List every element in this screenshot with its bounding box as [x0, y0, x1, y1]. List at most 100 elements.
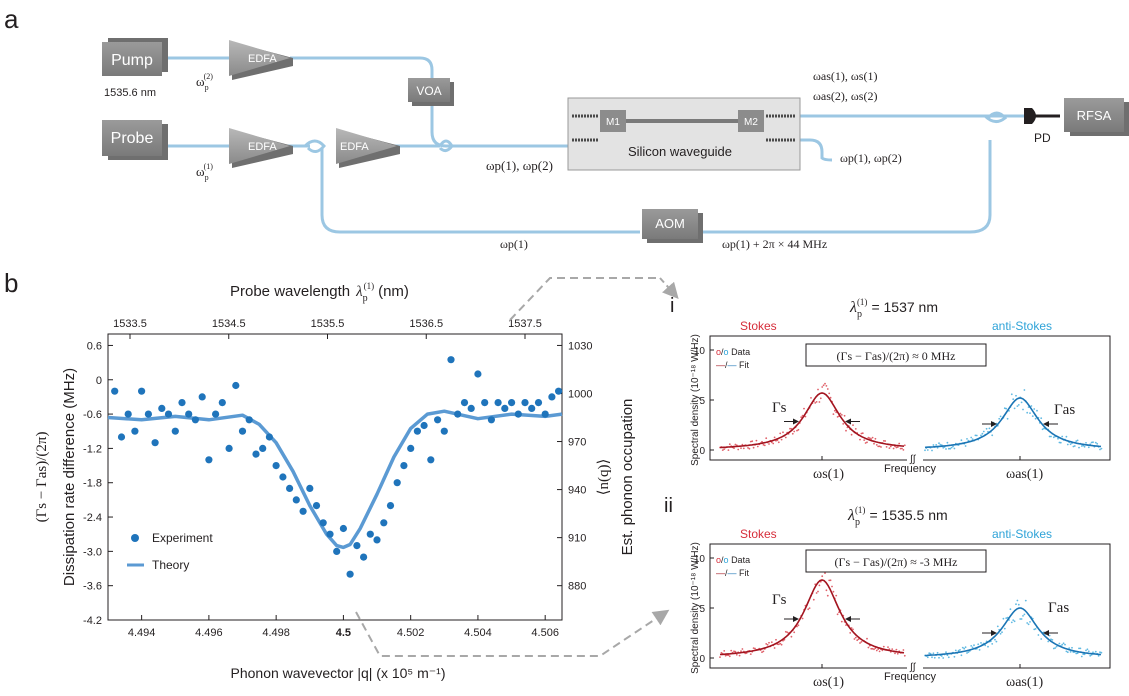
pump-source: Pump 1535.6 nm ωp(2): [102, 38, 213, 99]
antistokes-data-point: [966, 652, 968, 654]
experiment-point: [407, 444, 415, 452]
antistokes-data-point: [981, 432, 984, 435]
subpanel-ii-omega-as: ωas(1): [1006, 675, 1044, 690]
antistokes-data-point: [946, 654, 949, 657]
antistokes-data-point: [1079, 647, 1082, 650]
antistokes-data-point: [947, 447, 950, 450]
antistokes-data-point: [1092, 651, 1094, 654]
antistokes-data-point: [977, 643, 980, 646]
stokes-data-point: [728, 443, 731, 446]
stokes-data-point: [826, 594, 829, 597]
rfsa-label: RFSA: [1077, 108, 1112, 123]
antistokes-data-point: [1080, 445, 1083, 447]
experiment-point: [481, 399, 489, 407]
experiment-point: [548, 393, 556, 401]
stokes-data-point: [817, 388, 819, 391]
antistokes-data-point: [1096, 442, 1099, 445]
stokes-data-point: [888, 447, 891, 449]
aom-modulator: AOM: [642, 209, 703, 243]
antistokes-data-point: [971, 438, 974, 440]
stokes-data-point: [902, 649, 905, 651]
stokes-data-point: [762, 650, 765, 653]
stokes-data-point: [749, 653, 752, 655]
stokes-data-point: [777, 441, 780, 444]
edfa-amplifier-2: EDFA: [229, 128, 293, 168]
probe-label: Probe: [111, 130, 154, 147]
antistokes-data-point: [1085, 649, 1087, 652]
stokes-data-point: [772, 442, 775, 445]
stokes-data-point: [773, 436, 776, 439]
panel-a-label: a: [4, 4, 19, 34]
stokes-data-point: [840, 620, 843, 623]
subpanel-i-label: i: [670, 295, 674, 317]
subpanel-i: i λp(1) = 1537 nm Stokes anti-Stokes ∫∫ S…: [670, 295, 1111, 482]
antistokes-data-point: [1068, 647, 1071, 649]
stokes-data-point: [801, 617, 804, 620]
stokes-data-point: [740, 650, 742, 652]
main-plot-frame: [107, 333, 563, 621]
antistokes-data-point: [999, 632, 1002, 635]
stokes-data-point: [826, 388, 829, 390]
stokes-data-point: [836, 613, 839, 616]
stokes-data-point: [796, 429, 798, 432]
experiment-point: [238, 427, 247, 435]
stokes-data-point: [888, 648, 891, 650]
stokes-data-point: [829, 579, 832, 582]
antistokes-data-point: [1013, 407, 1016, 410]
stokes-data-point: [845, 624, 847, 626]
antistokes-data-point: [1009, 608, 1012, 611]
stokes-data-point: [864, 442, 867, 444]
subpanel-i-antistokes-label: anti-Stokes: [992, 319, 1052, 333]
antistokes-data-point: [1022, 408, 1024, 411]
experiment-point: [373, 536, 381, 544]
stokes-data-point: [852, 628, 854, 631]
right-tick-label: 910: [568, 533, 586, 545]
stokes-data-point: [819, 397, 822, 400]
experiment-point: [333, 547, 341, 556]
experiment-point: [400, 462, 408, 470]
antistokes-data-point: [1020, 618, 1023, 620]
antistokes-data-point: [946, 441, 949, 444]
stokes-data-point: [885, 446, 888, 448]
antistokes-data-point: [1066, 651, 1069, 654]
subpanel-i-omega-s: ωs(1): [813, 467, 844, 482]
antistokes-data-point: [1034, 628, 1037, 630]
subpanel-ii-break-mark: ∫∫: [909, 662, 917, 673]
stokes-data-point: [810, 397, 812, 399]
antistokes-data-point: [942, 657, 945, 659]
stokes-data-point: [903, 444, 906, 447]
zoom-connector-bottom: [355, 609, 670, 657]
bottom-tick-label: 4.506: [531, 627, 559, 639]
stokes-data-point: [832, 413, 835, 415]
legend-experiment-label: Experiment: [152, 531, 213, 545]
experiment-point: [534, 399, 543, 407]
reference-field-label: ωp(1): [500, 237, 528, 251]
stokes-data-point: [791, 432, 794, 435]
antistokes-data-point: [971, 646, 974, 649]
antistokes-data-point: [985, 427, 988, 430]
stokes-data-point: [853, 638, 856, 640]
antistokes-data-point: [1019, 618, 1022, 620]
edfa-1-label: EDFA: [248, 53, 277, 65]
antistokes-data-point: [936, 651, 939, 654]
stokes-data-point: [748, 447, 751, 450]
antistokes-data-point: [1094, 650, 1097, 653]
panel-b-label: b: [4, 268, 18, 298]
output-fields-line2: ωas(2), ωs(2): [813, 89, 877, 103]
experiment-point: [131, 427, 139, 435]
sub-y-tick-label: 5: [699, 396, 705, 407]
experiment-point: [279, 473, 287, 481]
stokes-data-point: [857, 638, 860, 641]
antistokes-data-point: [1017, 404, 1020, 406]
left-axis-ticks: 0.6 0 -0.6 -1.2 -1.8 -2.4 -3.0 -3.6 -4.2: [83, 340, 113, 627]
antistokes-data-point: [931, 656, 933, 659]
antistokes-data-point: [964, 445, 967, 447]
stokes-data-point: [784, 630, 787, 633]
stokes-data-point: [877, 648, 880, 650]
stokes-data-point: [829, 396, 832, 399]
stokes-data-point: [839, 412, 842, 415]
stokes-data-point: [878, 445, 881, 448]
subpanel-ii-legend-fit: —/— Fit: [716, 568, 750, 578]
stokes-data-point: [821, 386, 824, 388]
experiment-point: [212, 410, 220, 418]
